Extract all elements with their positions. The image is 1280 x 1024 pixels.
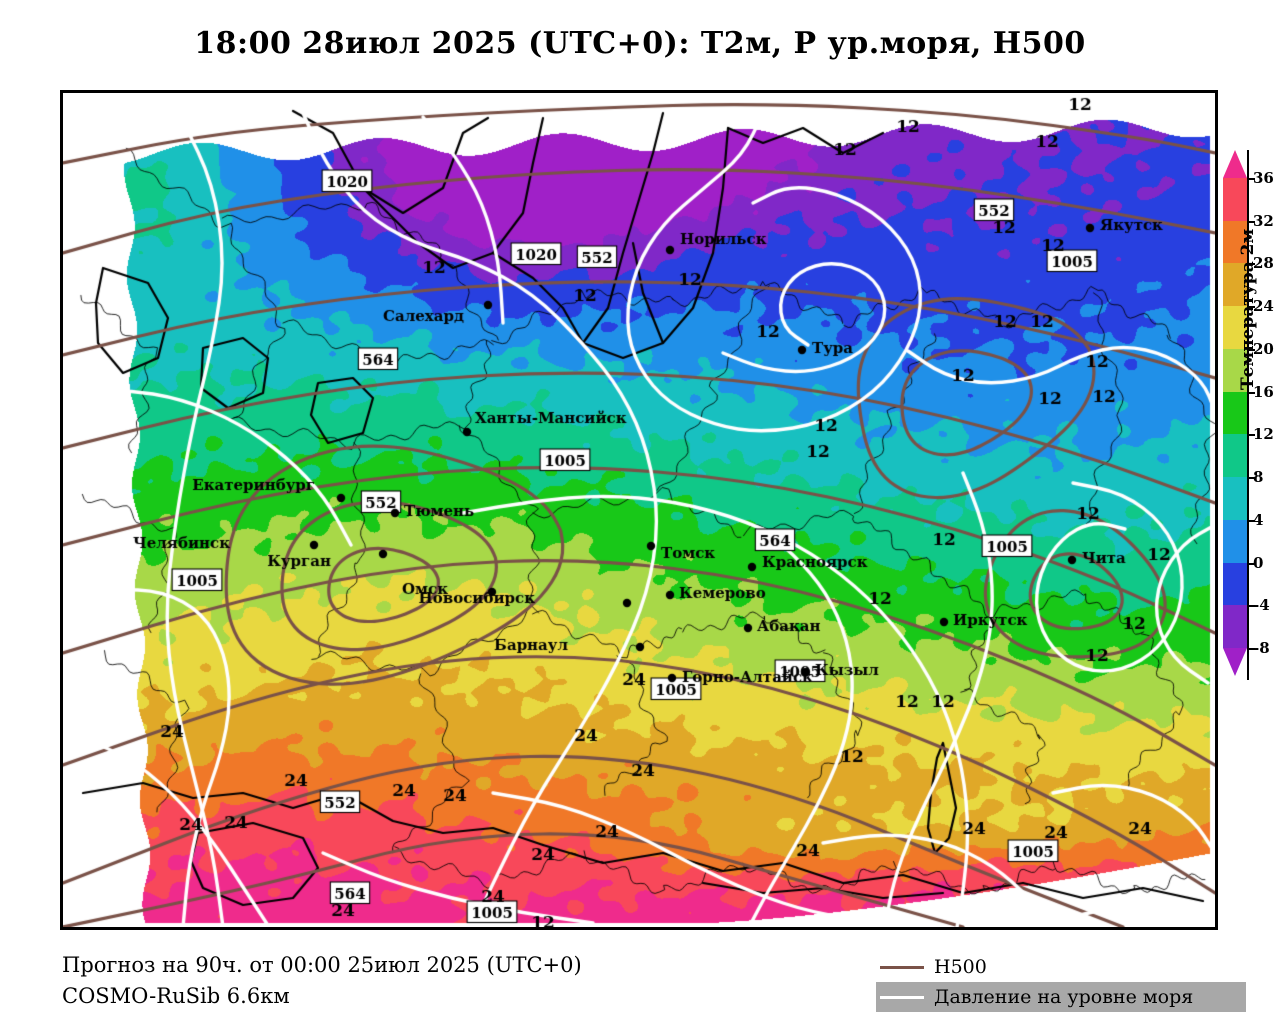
h500-line-swatch (880, 965, 924, 969)
colorbar-tick-label--4: -4 (1253, 596, 1270, 615)
colorbar-title: Температура 2м (1238, 228, 1258, 390)
page-title: 18:00 28июл 2025 (UTC+0): T2м, P ур.моря… (194, 26, 1086, 61)
colorbar-tick--8 (1247, 648, 1255, 650)
map-canvas (63, 93, 1215, 927)
colorbar-over-arrow (1223, 150, 1247, 178)
colorbar-band--4-0 (1223, 562, 1247, 606)
forecast-line-1: Прогноз на 90ч. от 00:00 25июл 2025 (UTC… (62, 953, 582, 977)
colorbar-band-4-8 (1223, 477, 1247, 520)
colorbar-band-12-16 (1223, 391, 1247, 435)
colorbar-tick-label-16: 16 (1253, 382, 1274, 401)
colorbar-tick-label-12: 12 (1253, 425, 1274, 444)
colorbar-tick-label--8: -8 (1253, 639, 1270, 657)
colorbar-axis (1247, 150, 1249, 680)
model-line: COSMO-RuSib 6.6км (62, 984, 290, 1008)
legend-row-mslp: Давление на уровне моря (876, 982, 1246, 1012)
mslp-line-swatch (880, 995, 924, 999)
mslp-legend-label: Давление на уровне моря (934, 986, 1194, 1008)
colorbar-tick-16 (1247, 391, 1255, 394)
map-legend: H500 Давление на уровне моря (876, 952, 1246, 1012)
weather-map (60, 90, 1218, 930)
colorbar-band-16-20 (1223, 348, 1247, 392)
h500-legend-label: H500 (934, 956, 987, 978)
colorbar-tick-20 (1247, 348, 1255, 351)
colorbar-tick-label-28: 28 (1253, 254, 1274, 273)
colorbar-tick-24 (1247, 306, 1255, 309)
colorbar-tick-label-20: 20 (1253, 339, 1274, 358)
colorbar-tick-label-8: 8 (1253, 468, 1264, 487)
colorbar-band-28-32 (1223, 220, 1247, 264)
colorbar-tick-label-32: 32 (1253, 211, 1274, 230)
colorbar-band--8--4 (1223, 605, 1247, 648)
forecast-info: Прогноз на 90ч. от 00:00 25июл 2025 (UTC… (62, 950, 582, 1012)
colorbar-tick-4 (1247, 519, 1255, 522)
colorbar-tick-32 (1247, 220, 1255, 223)
colorbar-tick-28 (1247, 263, 1255, 266)
colorbar-tick-label-36: 36 (1253, 169, 1274, 187)
colorbar-band-32-36 (1223, 178, 1247, 221)
colorbar-tick-label-24: 24 (1253, 297, 1274, 316)
colorbar-tick-label-4: 4 (1253, 510, 1264, 529)
colorbar-band-20-24 (1223, 306, 1247, 349)
colorbar-tick--4 (1247, 605, 1255, 608)
colorbar-tick-12 (1247, 434, 1255, 437)
colorbar-tick-label-0: 0 (1253, 553, 1264, 572)
colorbar-under-arrow (1223, 648, 1247, 676)
colorbar-band-8-12 (1223, 434, 1247, 478)
legend-row-h500: H500 (876, 952, 1246, 982)
temperature-colorbar (1223, 150, 1247, 676)
colorbar-tick-0 (1247, 562, 1255, 565)
colorbar-tick-36 (1247, 178, 1255, 180)
colorbar-tick-8 (1247, 477, 1255, 480)
colorbar-band-0-4 (1223, 519, 1247, 563)
colorbar-band-24-28 (1223, 263, 1247, 307)
